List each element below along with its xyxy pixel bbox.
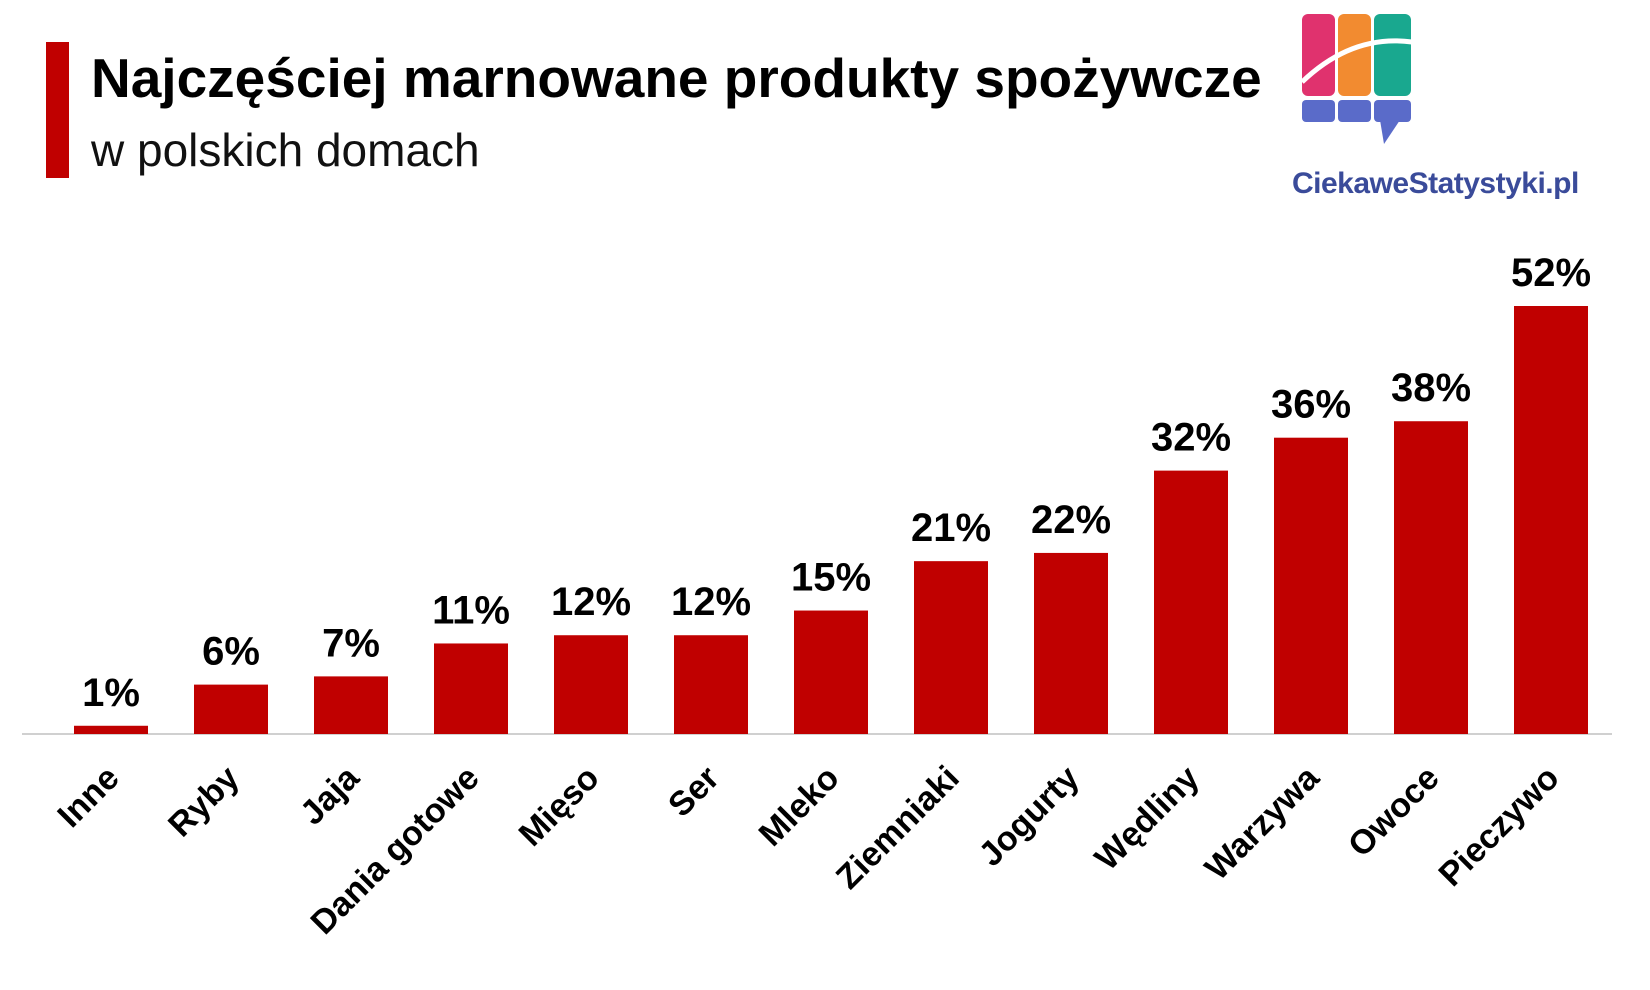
data-label-0: 1% [82, 671, 140, 715]
data-label-11: 38% [1391, 366, 1471, 410]
category-label-12: Pieczywo [1432, 759, 1567, 894]
logo-text: CiekaweStatystyki.pl [1292, 167, 1579, 200]
category-label-5: Ser [661, 759, 727, 825]
bar-12 [1514, 306, 1588, 734]
title-accent-bar [46, 42, 69, 178]
page-subtitle: w polskich domach [91, 124, 480, 176]
bar-0 [74, 725, 148, 734]
bar-8 [1034, 552, 1108, 734]
bar-9 [1154, 470, 1228, 734]
data-label-9: 32% [1151, 416, 1231, 460]
data-label-12: 52% [1511, 251, 1591, 295]
data-label-7: 21% [911, 506, 991, 550]
site-logo: CiekaweStatystyki.pl [1292, 12, 1579, 202]
category-label-6: Mleko [752, 759, 847, 854]
logo-chart-icon [1300, 14, 1413, 144]
bar-1 [194, 684, 268, 734]
data-label-3: 11% [432, 588, 510, 632]
data-label-5: 12% [671, 580, 751, 624]
data-label-10: 36% [1271, 383, 1351, 427]
category-label-2: Jaja [293, 758, 367, 832]
category-label-11: Owoce [1341, 759, 1447, 865]
page-title: Najczęściej marnowane produkty spożywcze [91, 47, 1262, 109]
category-label-4: Mięso [512, 759, 607, 854]
bar-6 [794, 610, 868, 734]
data-label-1: 6% [202, 630, 260, 674]
data-label-2: 7% [322, 621, 380, 665]
bar-4 [554, 635, 628, 734]
data-label-4: 12% [551, 580, 631, 624]
category-label-8: Jogurty [972, 759, 1087, 874]
bar-2 [314, 676, 388, 734]
category-label-10: Warzywa [1198, 758, 1328, 888]
data-label-6: 15% [791, 556, 871, 600]
category-label-0: Inne [50, 759, 126, 835]
bar-10 [1274, 437, 1348, 734]
category-label-9: Wędliny [1088, 759, 1207, 878]
category-label-7: Ziemniaki [829, 759, 967, 897]
category-label-1: Ryby [161, 759, 247, 845]
bar-7 [914, 561, 988, 734]
bar-3 [434, 643, 508, 734]
bar-5 [674, 635, 748, 734]
bar-11 [1394, 421, 1468, 734]
data-label-8: 22% [1031, 498, 1111, 542]
